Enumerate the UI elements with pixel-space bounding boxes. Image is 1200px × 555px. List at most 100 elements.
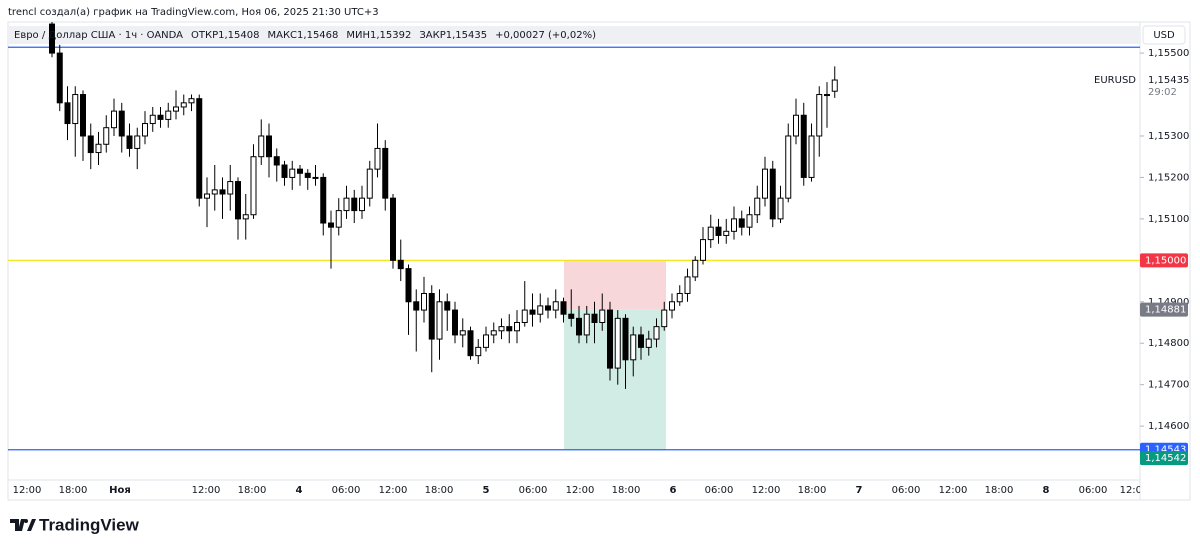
candle-body xyxy=(359,197,365,212)
candle-body xyxy=(614,317,621,369)
candle-body xyxy=(273,156,280,166)
candle-body xyxy=(769,168,776,220)
logo: TradingView xyxy=(10,515,140,534)
candle-body xyxy=(583,313,590,336)
plot xyxy=(8,22,1140,451)
candle-body xyxy=(87,135,94,154)
x-tick-label: 7 xyxy=(856,485,863,496)
candle-body xyxy=(413,301,420,311)
candle-body xyxy=(312,176,319,179)
x-tick-label: 18:00 xyxy=(59,485,88,496)
time-axis: 12:00 18:00 Ноя 12:00 18:00 4 06:00 12:00 18:00 5… xyxy=(13,485,1149,496)
logo-mark xyxy=(27,519,36,531)
price-label: 1,14543 xyxy=(1145,445,1186,456)
candle-body xyxy=(328,222,334,228)
candle-body xyxy=(366,168,373,199)
candle-body xyxy=(591,313,598,323)
candle-body xyxy=(149,114,156,125)
candle-body xyxy=(188,98,195,104)
candle-body xyxy=(731,218,737,232)
x-tick-label: 5 xyxy=(483,485,490,496)
candle-body xyxy=(72,94,79,125)
candle-body xyxy=(103,127,110,145)
candle-body xyxy=(831,79,838,92)
candle-body xyxy=(483,334,489,348)
legend-value: МИН1,15392 xyxy=(346,30,411,41)
price-label: 1,14542 xyxy=(1145,453,1186,464)
x-tick-label: 12:00 xyxy=(192,485,221,496)
x-tick-label: 12:00 xyxy=(1120,485,1149,496)
candle-body xyxy=(49,23,55,54)
candle-body xyxy=(645,338,652,348)
candle-body xyxy=(599,309,606,323)
candle-body xyxy=(235,181,241,220)
logo-dot xyxy=(24,519,28,523)
candle-body xyxy=(242,214,249,220)
candle-body xyxy=(204,193,210,199)
candle-body xyxy=(669,301,675,311)
legend-title: Евро / Доллар США · 1ч · OANDA xyxy=(14,30,183,41)
x-tick-label: 06:00 xyxy=(519,485,548,496)
legend-value: ЗАКР1,15435 xyxy=(419,30,487,41)
candle-body xyxy=(498,326,505,332)
candle-body xyxy=(180,102,187,108)
countdown: 29:02 xyxy=(1148,87,1177,98)
candle-body xyxy=(676,292,683,303)
candle-body xyxy=(638,334,644,348)
candle-body xyxy=(568,313,575,319)
candle-body xyxy=(506,326,513,332)
x-tick-label: 18:00 xyxy=(238,485,267,496)
last-price: 1,15435 xyxy=(1148,75,1189,86)
legend-value: ОТКР1,15408 xyxy=(191,30,259,41)
candle-body xyxy=(421,292,427,311)
x-tick-label: 6 xyxy=(670,485,677,496)
price-label-box xyxy=(1140,302,1188,317)
candle-body xyxy=(467,330,474,357)
candle-body xyxy=(622,317,629,361)
currency-box xyxy=(1142,25,1186,45)
candle-body xyxy=(684,276,691,294)
y-tick-label: 1,14900 xyxy=(1148,297,1189,308)
x-tick-label: 06:00 xyxy=(892,485,921,496)
candle-body xyxy=(196,98,203,199)
symbol-label: EURUSD xyxy=(1094,75,1136,86)
candle-body xyxy=(165,110,172,120)
x-tick-label: 06:00 xyxy=(332,485,361,496)
candle-body xyxy=(793,114,799,137)
candle-body xyxy=(343,197,350,212)
candle-body xyxy=(266,135,272,158)
candle-body xyxy=(289,168,296,178)
candle-body xyxy=(785,135,792,199)
candle-body xyxy=(514,321,520,332)
legend: Евро / Доллар США · 1ч · OANDA ОТКР1,1540… xyxy=(14,30,596,41)
price-axis: 1,155001,153001,152001,151001,149001,148… xyxy=(1094,48,1189,466)
candle-body xyxy=(126,135,133,149)
candle-body xyxy=(258,135,265,158)
candle-body xyxy=(762,168,768,199)
price-label: 1,14881 xyxy=(1145,305,1186,316)
legend-value: МАКС1,15468 xyxy=(267,30,338,41)
price-label-box xyxy=(1140,253,1188,268)
x-tick-label: 06:00 xyxy=(1079,485,1108,496)
candle-body xyxy=(800,114,807,178)
candle-body xyxy=(459,330,466,336)
candle-body xyxy=(111,110,117,129)
candle-body xyxy=(56,52,63,104)
candle-body xyxy=(64,102,71,125)
candle-body xyxy=(777,197,784,220)
x-tick-label: Ноя xyxy=(109,485,131,496)
candle-body xyxy=(142,123,148,137)
candle-body xyxy=(607,309,613,369)
logo-mark xyxy=(10,519,25,531)
x-tick-label: 18:00 xyxy=(612,485,641,496)
y-tick-label: 1,15300 xyxy=(1148,131,1189,142)
candle-body xyxy=(250,156,257,216)
currency: USD xyxy=(1153,30,1175,41)
candle-body xyxy=(95,143,102,154)
price-label: 1,15000 xyxy=(1145,255,1186,266)
y-tick-label: 1,15500 xyxy=(1148,48,1189,59)
y-tick-label: 1,15100 xyxy=(1148,214,1189,225)
header: trencl создал(а) график на TradingView.c… xyxy=(8,7,379,18)
candle-body xyxy=(157,114,164,120)
legend-text: Евро / Доллар США · 1ч · OANDA ОТКР1,1540… xyxy=(14,30,596,41)
